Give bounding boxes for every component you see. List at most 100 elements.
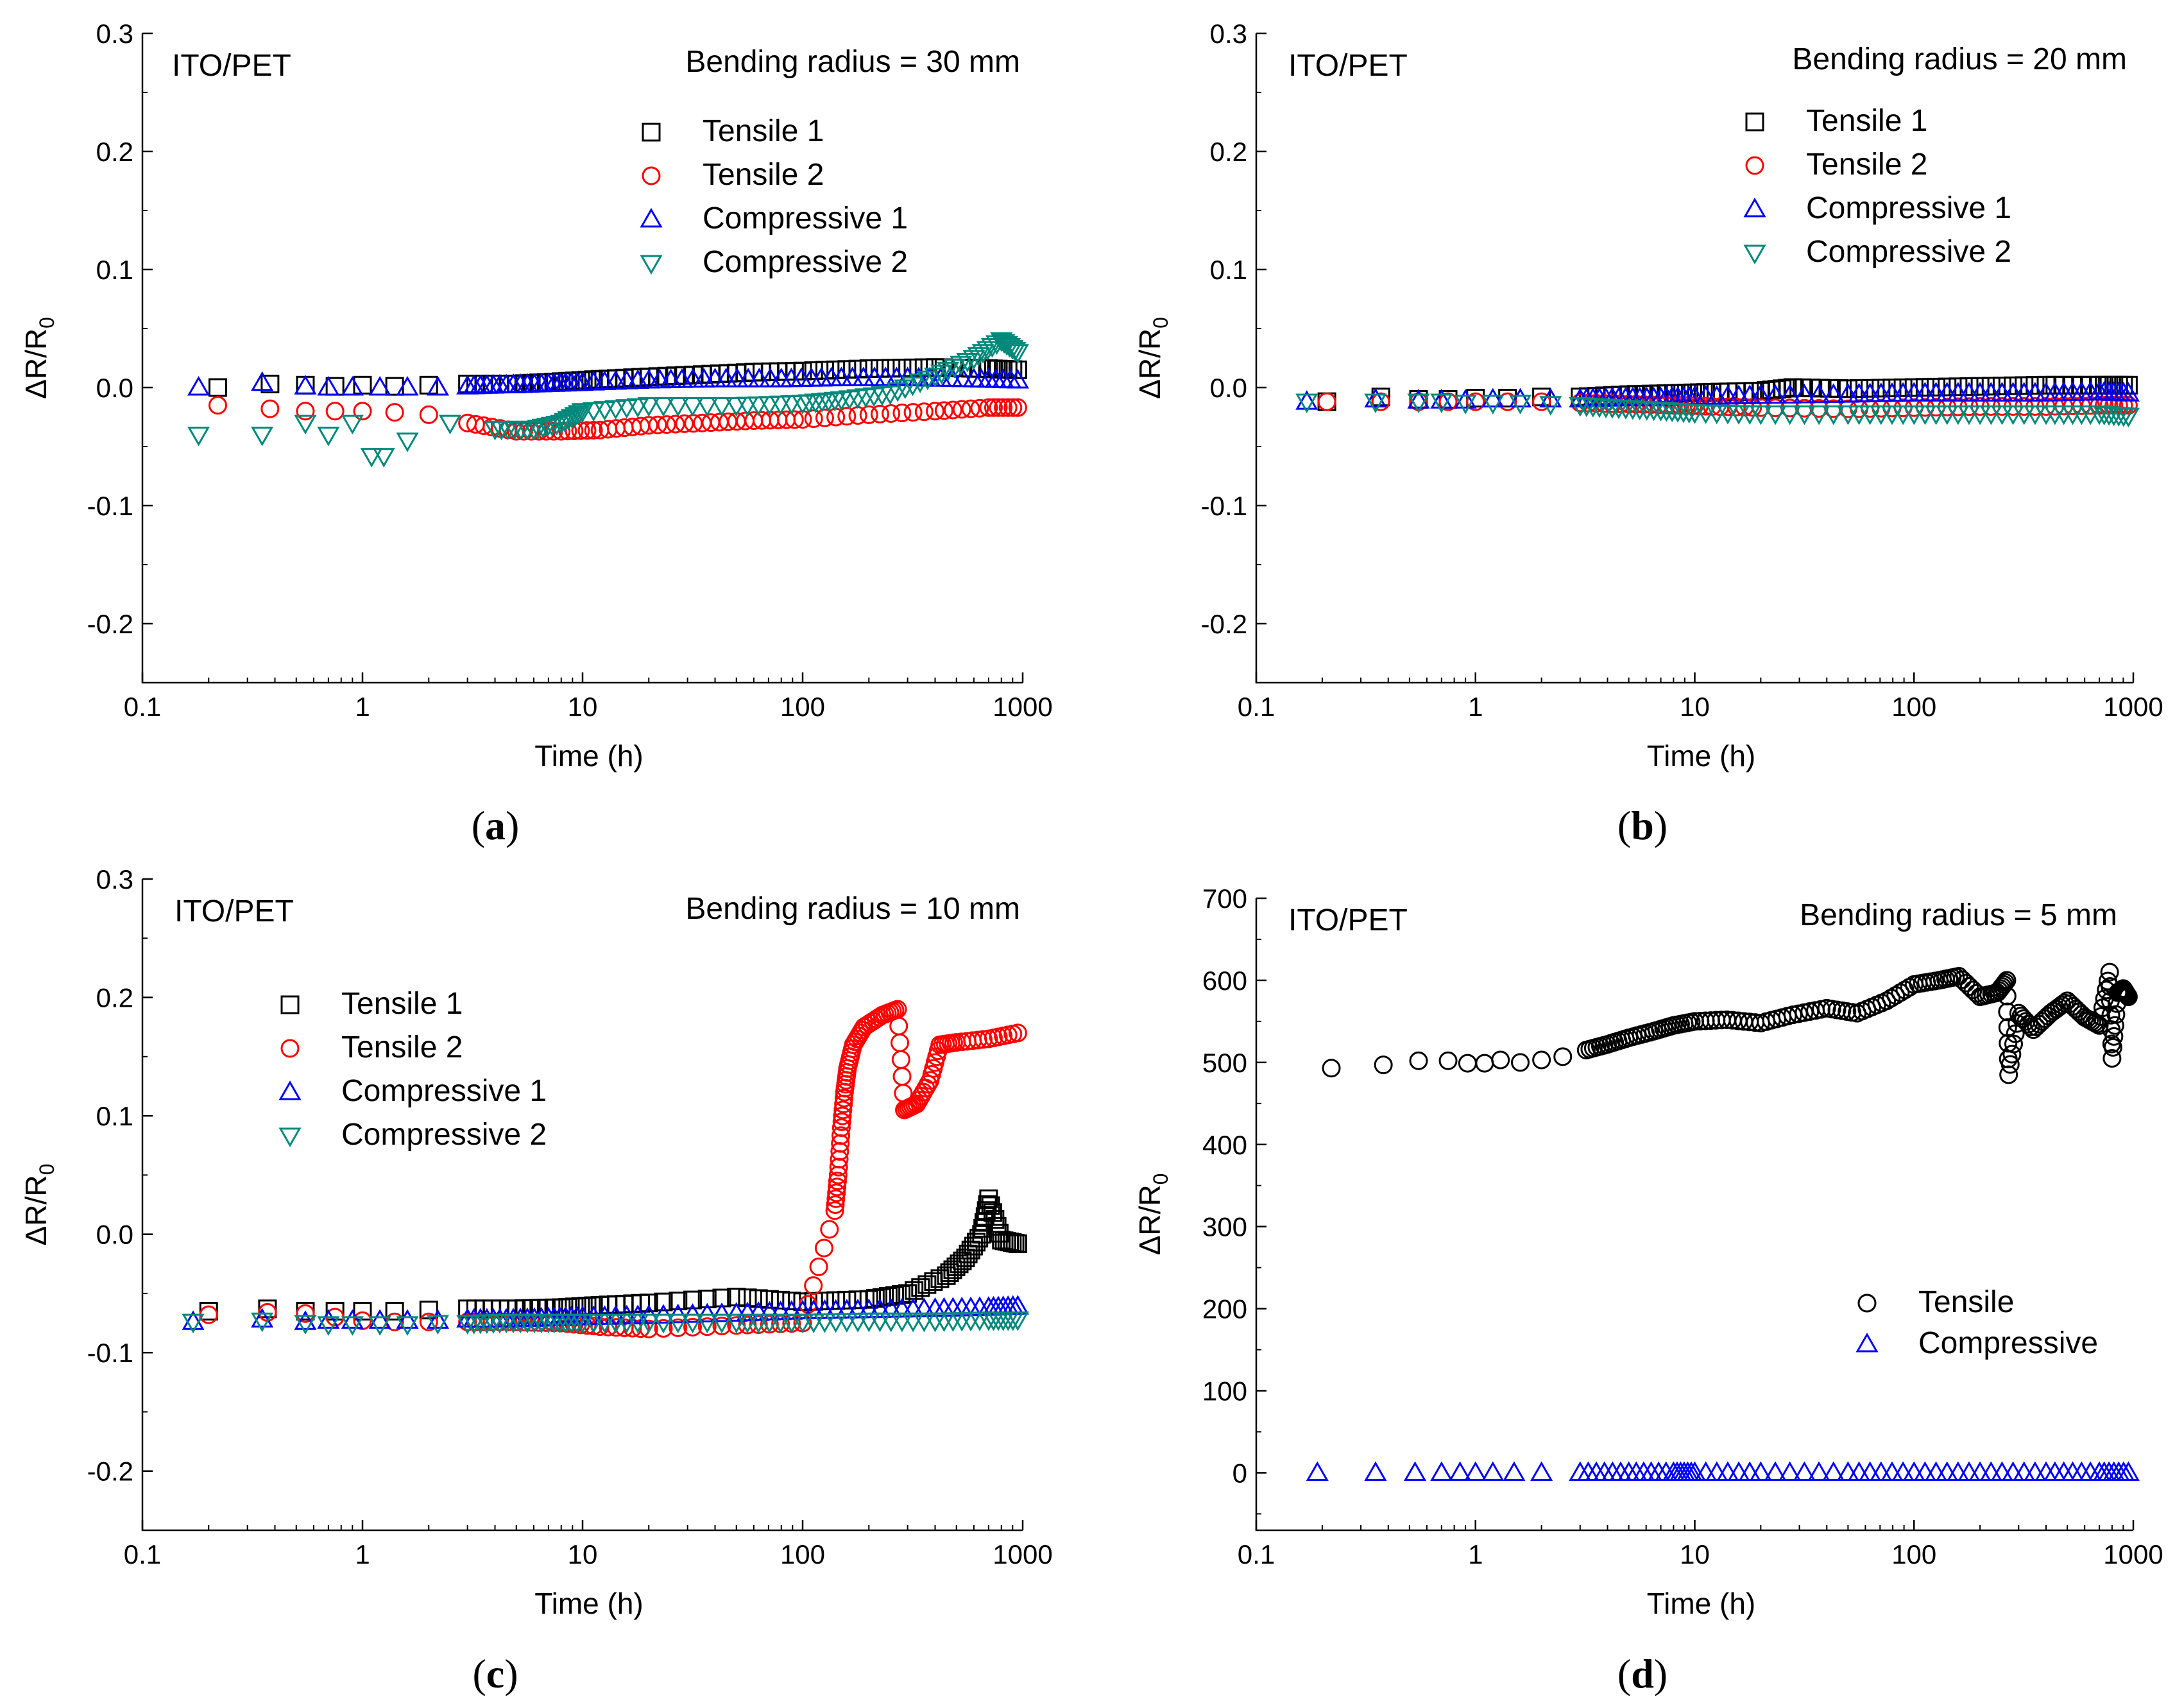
data-point [926,402,945,421]
data-point [1870,405,1893,425]
x-tick-label: 100 [1891,692,1936,722]
data-point [738,1288,757,1308]
data-point [1960,977,1979,996]
data-point [780,395,803,415]
caption-open-paren: ( [472,1651,486,1696]
data-point [604,1313,627,1334]
data-point [1778,384,1802,404]
data-point [1822,405,1845,425]
legend-label: Compressive 1 [703,201,908,235]
data-point [396,376,419,396]
data-point [639,1294,658,1313]
data-point [626,1313,649,1334]
data-point [2000,1055,2020,1074]
caption-open-paren: ( [472,803,485,848]
data-point [882,404,901,423]
x-tick-label: 1 [355,692,370,722]
data-point [652,397,675,417]
data-point [891,1297,914,1318]
data-point [1317,392,1336,411]
data-point [1958,382,1981,402]
data-point [1683,404,1707,424]
data-point [681,397,704,417]
data-point [582,371,605,391]
data-point [769,395,792,416]
data-point [759,368,782,388]
data-point [1001,340,1024,360]
data-point [1003,342,1027,362]
data-point [1990,405,2013,425]
data-point [715,368,738,388]
data-point [1891,382,1915,402]
data-point [1881,382,1904,402]
series-compressive-1 [187,366,1029,396]
data-point [2002,1045,2022,1064]
x-tick-label: 10 [1680,1539,1710,1569]
legend-label: Tensile 2 [703,158,824,192]
data-point [1949,967,1968,986]
sample-annotation: ITO/PET [175,894,294,928]
data-point [639,416,658,435]
data-point [2015,376,2034,395]
data-point [1956,973,1975,993]
data-point [1371,392,1390,411]
data-point [1881,1461,1904,1482]
x-tick-label: 1000 [2103,692,2163,722]
data-point [1778,405,1802,425]
data-point [567,405,591,425]
data-point [1530,1461,1553,1482]
data-point [353,402,372,421]
data-point [1727,384,1750,405]
data-point [1902,405,1925,425]
data-point [905,1281,924,1300]
data-point [870,404,889,423]
data-point [841,366,864,386]
data-point [868,1312,892,1333]
data-point [892,1067,912,1086]
data-point [1738,384,1761,404]
data-point [1778,1461,1802,1482]
data-point [187,376,210,396]
data-point [898,1284,917,1303]
y-axis-label-main: ΔR/R [19,329,53,399]
data-point [857,1312,880,1333]
data-point [683,1290,702,1310]
data-point [824,1299,848,1319]
data-point [937,361,960,382]
data-point [760,1290,779,1309]
data-point [962,350,985,370]
panel-c: 0.1 1 10 100 1000 0.3 0.2 0.1 0.0 -0.1 -0.2 Time (h… [19,864,1053,1620]
y-tick-label: 200 [1202,1294,1247,1324]
data-point [353,1302,372,1321]
data-point [950,355,973,376]
y-tick-label: 100 [1202,1376,1247,1406]
data-point [1979,382,2002,402]
data-point [837,407,857,426]
data-point [1822,383,1845,403]
data-point [885,366,908,386]
legend-label: Compressive 2 [703,245,908,279]
data-point [1968,405,1992,425]
data-point [296,1304,315,1323]
data-point [814,1238,833,1258]
data-point [930,364,953,384]
y-tick-label: -0.1 [1201,491,1247,521]
y-tick-label: 500 [1202,1048,1247,1078]
data-point [584,421,603,440]
data-point [1727,405,1750,425]
data-point [983,1203,1002,1222]
data-point [251,1308,274,1328]
caption-close-paren: ) [506,803,519,848]
data-point [2024,382,2047,402]
data-point [725,1302,748,1322]
data-point [923,368,947,388]
data-point [670,368,694,388]
data-point [825,1201,844,1220]
data-point [1738,1461,1761,1482]
data-point [912,1312,935,1333]
data-point [615,370,638,389]
data-point [385,403,404,422]
y-tick-label: 0 [1232,1458,1247,1488]
y-tick-label: 300 [1202,1212,1247,1242]
legend-label: Compressive 1 [341,1074,547,1108]
